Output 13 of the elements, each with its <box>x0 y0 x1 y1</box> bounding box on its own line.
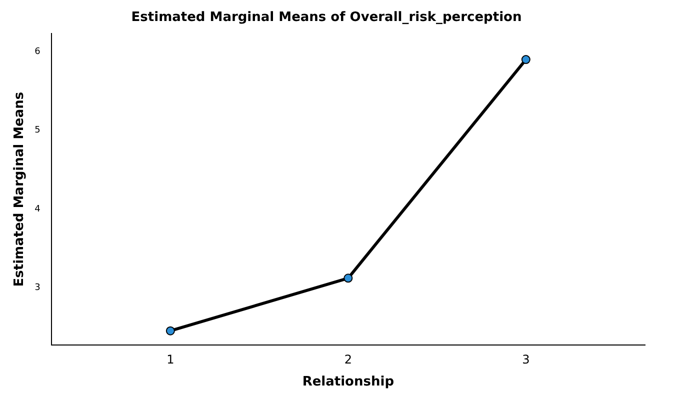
x-axis-title: Relationship <box>302 374 394 390</box>
point <box>521 55 530 64</box>
x-tick-label: 2 <box>344 352 352 366</box>
point <box>344 274 353 283</box>
y-tick-label: 3 <box>34 282 40 293</box>
chart-title: Estimated Marginal Means of Overall_risk_perception <box>131 10 522 26</box>
y-axis-title: Estimated Marginal Means <box>12 92 28 287</box>
y-tick-label: 6 <box>34 47 41 58</box>
point <box>166 326 175 336</box>
y-tick-label: 5 <box>34 126 40 136</box>
x-tick-label: 1 <box>166 352 174 366</box>
y-tick-label: 4 <box>34 204 41 214</box>
x-tick-label: 3 <box>522 352 530 366</box>
